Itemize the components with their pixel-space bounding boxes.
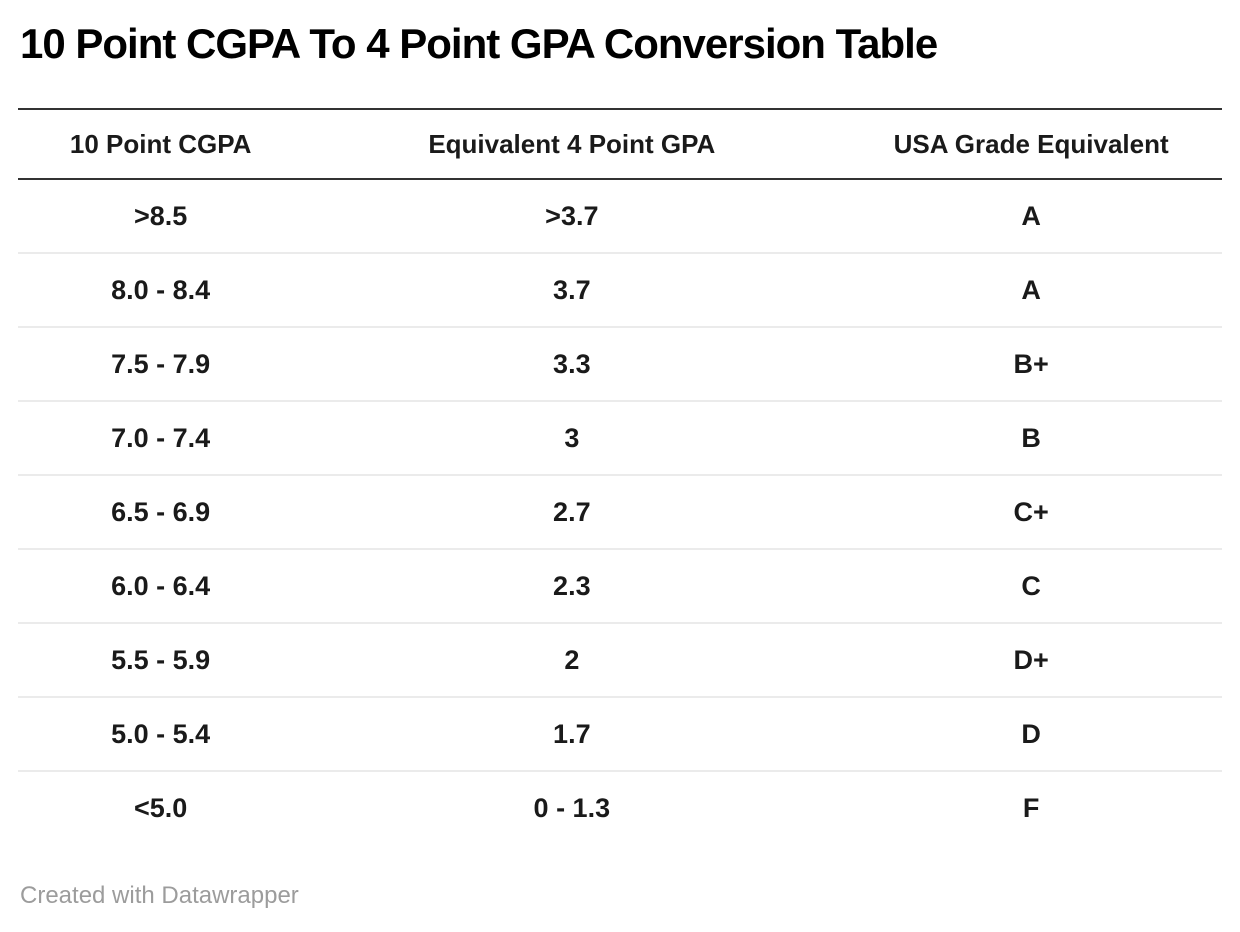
table-cell: 0 - 1.3 <box>533 792 611 823</box>
table-cell: A <box>1021 200 1041 231</box>
table-row: 7.5 - 7.9 3.3 B+ <box>18 327 1222 401</box>
table-row: 8.0 - 8.4 3.7 A <box>18 253 1222 327</box>
table-cell: 6.0 - 6.4 <box>111 570 211 601</box>
table-row: >8.5 >3.7 A <box>18 179 1222 253</box>
table-cell: 1.7 <box>553 718 591 749</box>
table-cell: 7.0 - 7.4 <box>111 422 211 453</box>
table-cell: 3 <box>564 422 580 453</box>
header-row: 10 Point CGPA Equivalent 4 Point GPA USA… <box>18 109 1222 180</box>
column-header-equivalent-4-point-gpa: Equivalent 4 Point GPA <box>428 128 716 159</box>
column-header-10-point-cgpa: 10 Point CGPA <box>69 128 252 159</box>
table-cell: C <box>1021 570 1041 601</box>
table-cell: D <box>1021 718 1041 749</box>
table-header: 10 Point CGPA Equivalent 4 Point GPA USA… <box>18 109 1222 180</box>
column-header-usa-grade-equivalent: USA Grade Equivalent <box>893 128 1169 159</box>
table-cell: B <box>1021 422 1041 453</box>
table-cell: >8.5 <box>134 200 188 231</box>
table-row: 6.0 - 6.4 2.3 C <box>18 549 1222 623</box>
table-cell: 3.3 <box>553 348 591 379</box>
table-cell: 2.7 <box>553 496 591 527</box>
table-cell: F <box>1022 792 1040 823</box>
table-cell: 7.5 - 7.9 <box>111 348 211 379</box>
table-row: 7.0 - 7.4 3 B <box>18 401 1222 475</box>
datawrapper-attribution-link[interactable]: Created with Datawrapper <box>20 882 299 910</box>
attribution: Created with Datawrapper <box>18 884 1222 908</box>
table-body: >8.5 >3.7 A 8.0 - 8.4 3.7 A 7.5 - 7.9 3.3 B+ 7.0 … <box>18 179 1222 844</box>
table-cell: D+ <box>1013 644 1049 675</box>
table-row: 5.0 - 5.4 1.7 D <box>18 697 1222 771</box>
table-cell: 2.3 <box>553 570 591 601</box>
table-cell: 6.5 - 6.9 <box>111 496 211 527</box>
table-cell: <5.0 <box>134 792 188 823</box>
table-cell: B+ <box>1013 348 1049 379</box>
table-row: 5.5 - 5.9 2 D+ <box>18 623 1222 697</box>
datawrapper-table-chart: 10 Point CGPA To 4 Point GPA Conversion … <box>18 20 1222 908</box>
table-cell: 3.7 <box>553 274 591 305</box>
table-cell: A <box>1021 274 1041 305</box>
table-cell: 5.5 - 5.9 <box>111 644 211 675</box>
table-row: <5.0 0 - 1.3 F <box>18 771 1222 844</box>
table-cell: >3.7 <box>545 200 599 231</box>
table-cell: 8.0 - 8.4 <box>111 274 211 305</box>
table-row: 6.5 - 6.9 2.7 C+ <box>18 475 1222 549</box>
table-cell: C+ <box>1013 496 1049 527</box>
table-cell: 5.0 - 5.4 <box>111 718 211 749</box>
conversion-table: 10 Point CGPA Equivalent 4 Point GPA USA… <box>18 108 1222 844</box>
table-cell: 2 <box>564 644 580 675</box>
chart-title: 10 Point CGPA To 4 Point GPA Conversion … <box>20 20 938 67</box>
